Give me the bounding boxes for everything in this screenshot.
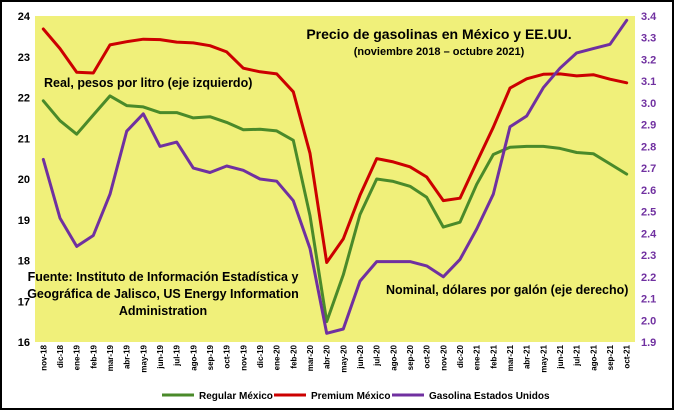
right-tick-label: 3.1: [641, 76, 656, 88]
x-tick-label: ene-19: [73, 344, 82, 370]
x-tick-label: jul-21: [573, 344, 582, 366]
x-tick-label: abr-19: [123, 344, 132, 369]
left-tick-label: 19: [18, 215, 30, 227]
x-tick-label: dic-19: [256, 344, 265, 368]
left-tick-label: 16: [18, 337, 30, 349]
right-tick-label: 2.9: [641, 120, 656, 132]
left-tick-label: 20: [18, 174, 30, 186]
x-tick-label: may-20: [339, 344, 348, 372]
left-tick-label: 17: [18, 296, 30, 308]
chart-title: Precio de gasolinas en México y EE.UU.: [306, 26, 571, 42]
x-axis: nov-18 dic-18 ene-19 feb-19 mar-19 abr-19 may-…: [39, 344, 631, 372]
right-tick-label: 2.4: [641, 228, 657, 240]
x-tick-label: feb-21: [489, 344, 498, 368]
x-tick-label: dic-20: [456, 344, 465, 368]
series-line-0: [41, 94, 629, 324]
x-tick-label: nov-19: [239, 344, 248, 370]
x-tick-label: jul-19: [173, 344, 182, 366]
x-tick-label: mar-21: [506, 344, 515, 371]
x-tick-label: ago-19: [189, 344, 198, 370]
series-line-1: [41, 27, 629, 264]
x-tick-label: ago-21: [589, 344, 598, 370]
source-line-2: Geográfica de Jalisco, US Energy Informa…: [27, 287, 299, 301]
x-tick-label: ago-20: [389, 344, 398, 370]
x-tick-label: jul-20: [373, 344, 382, 366]
right-tick-label: 2.6: [641, 185, 656, 197]
x-tick-label: feb-20: [289, 344, 298, 368]
x-tick-label: mar-19: [106, 344, 115, 371]
right-tick-label: 2.8: [641, 141, 656, 153]
legend-label-regular: Regular México: [199, 391, 273, 402]
left-tick-label: 22: [18, 93, 30, 105]
x-tick-label: oct-20: [423, 344, 432, 368]
x-tick-label: nov-18: [39, 344, 48, 370]
right-tick-label: 2.2: [641, 272, 656, 284]
chart-subtitle: (noviembre 2018 – octubre 2021): [354, 46, 525, 58]
right-axis-note: Nominal, dólares por galón (eje derecho): [386, 283, 628, 297]
x-tick-label: sep-19: [206, 344, 215, 370]
x-tick-label: sep-21: [606, 344, 615, 370]
left-tick-label: 24: [18, 11, 31, 23]
left-tick-label: 21: [18, 133, 30, 145]
legend-label-us: Gasolina Estados Unidos: [429, 391, 550, 402]
left-tick-label: 18: [18, 256, 30, 268]
x-tick-label: sep-20: [406, 344, 415, 370]
source-line-1: Fuente: Instituto de Información Estadís…: [28, 270, 299, 284]
x-tick-label: mar-20: [306, 344, 315, 371]
right-tick-label: 2.1: [641, 294, 656, 306]
x-tick-label: abr-20: [323, 344, 332, 369]
right-tick-label: 2.5: [641, 207, 656, 219]
plot-area: [35, 16, 635, 342]
x-tick-label: abr-21: [523, 344, 532, 369]
x-tick-label: ene-20: [273, 344, 282, 370]
legend-label-premium: Premium México: [311, 391, 390, 402]
left-tick-label: 23: [18, 52, 30, 64]
x-tick-label: may-21: [539, 344, 548, 372]
left-axis-note: Real, pesos por litro (eje izquierdo): [44, 76, 252, 90]
x-tick-label: oct-19: [223, 344, 232, 368]
right-tick-label: 3.3: [641, 33, 656, 45]
x-tick-label: ene-21: [473, 344, 482, 370]
right-tick-label: 1.9: [641, 337, 656, 349]
x-tick-label: jun-21: [556, 344, 565, 369]
right-tick-label: 2.7: [641, 163, 656, 175]
x-tick-label: jun-20: [356, 344, 365, 369]
x-tick-label: feb-19: [89, 344, 98, 368]
x-tick-label: nov-20: [439, 344, 448, 370]
series-line-2: [41, 18, 629, 335]
x-tick-label: dic-18: [56, 344, 65, 368]
right-tick-label: 3.4: [641, 11, 657, 23]
right-tick-label: 2.3: [641, 250, 656, 262]
x-tick-label: jun-19: [156, 344, 165, 369]
right-tick-label: 3.0: [641, 98, 656, 110]
legend: Regular México Premium México Gasolina E…: [162, 391, 550, 402]
series-lines: [41, 18, 629, 335]
source-line-3: Administration: [119, 304, 207, 318]
left-axis: 16 17 18 19 20 21 22 23 24: [18, 11, 31, 349]
x-tick-label: oct-21: [623, 344, 632, 368]
right-tick-label: 3.2: [641, 54, 656, 66]
right-tick-label: 2.0: [641, 315, 656, 327]
right-axis: 1.9 2.0 2.1 2.2 2.3 2.4 2.5 2.6 2.7 2.8 2.9 3.0 3.1 3…: [641, 11, 657, 349]
x-tick-label: may-19: [139, 344, 148, 372]
